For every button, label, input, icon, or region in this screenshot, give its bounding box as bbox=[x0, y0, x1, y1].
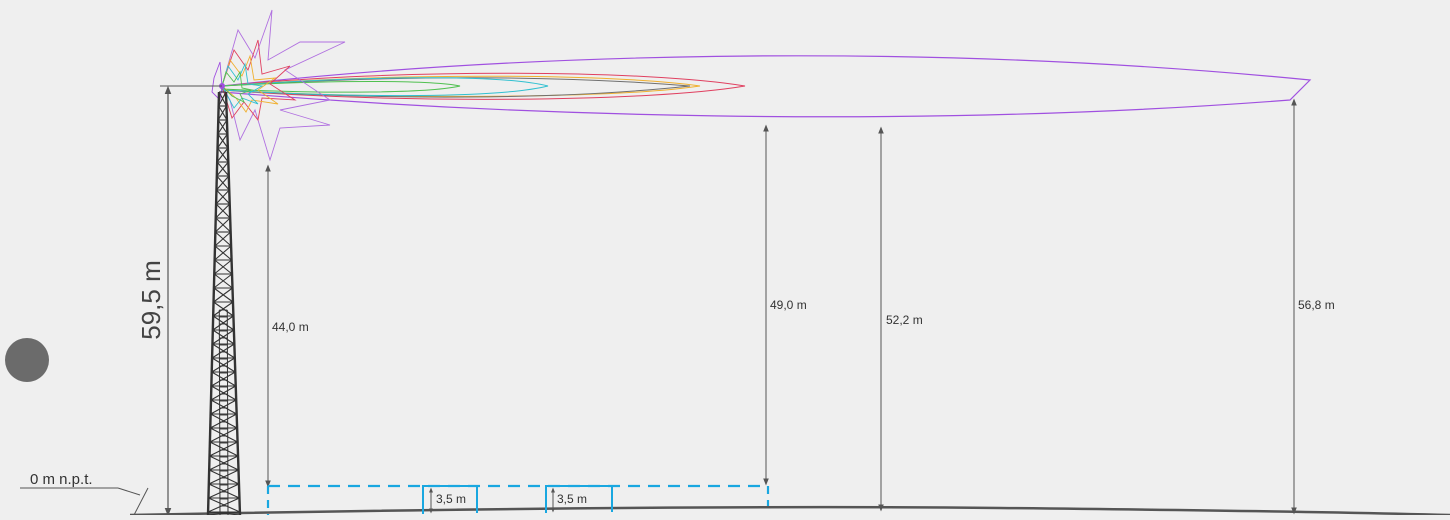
building-2: 3,5 m bbox=[545, 485, 613, 513]
dimension-label-52: 52,2 m bbox=[886, 313, 923, 327]
marker-dot bbox=[5, 338, 49, 382]
secondary-radiation-lobes bbox=[221, 72, 746, 100]
main-radiation-lobe bbox=[221, 55, 1312, 118]
lattice-tower bbox=[206, 91, 242, 516]
ground-level-tick bbox=[133, 487, 149, 516]
building-1-height-label: 3,5 m bbox=[436, 492, 466, 506]
near-field-pattern bbox=[211, 9, 346, 162]
dimension-label-56: 56,8 m bbox=[1298, 298, 1335, 312]
tower-height-label: 59,5 m bbox=[136, 260, 166, 340]
building-1: 3,5 m bbox=[422, 485, 478, 514]
ground-level-leader-slope bbox=[117, 487, 141, 496]
dimension-label-49: 49,0 m bbox=[770, 298, 807, 312]
building-2-height-label: 3,5 m bbox=[557, 492, 587, 506]
ground-level-label: 0 m n.p.t. bbox=[30, 471, 93, 488]
ground-line bbox=[129, 505, 1450, 517]
building-zone-outline bbox=[266, 484, 770, 515]
dimension-label-44: 44,0 m bbox=[272, 320, 309, 334]
